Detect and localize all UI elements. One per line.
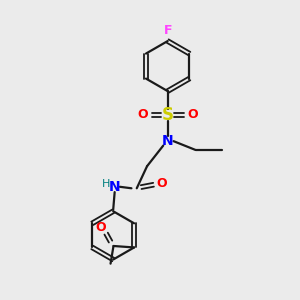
Text: H: H [102, 179, 111, 189]
Text: S: S [162, 106, 174, 124]
Text: O: O [95, 220, 106, 234]
Text: O: O [157, 177, 167, 190]
Text: F: F [164, 24, 172, 37]
Text: N: N [162, 134, 173, 148]
Text: N: N [109, 180, 121, 194]
Text: O: O [187, 108, 198, 121]
Text: O: O [138, 108, 148, 121]
